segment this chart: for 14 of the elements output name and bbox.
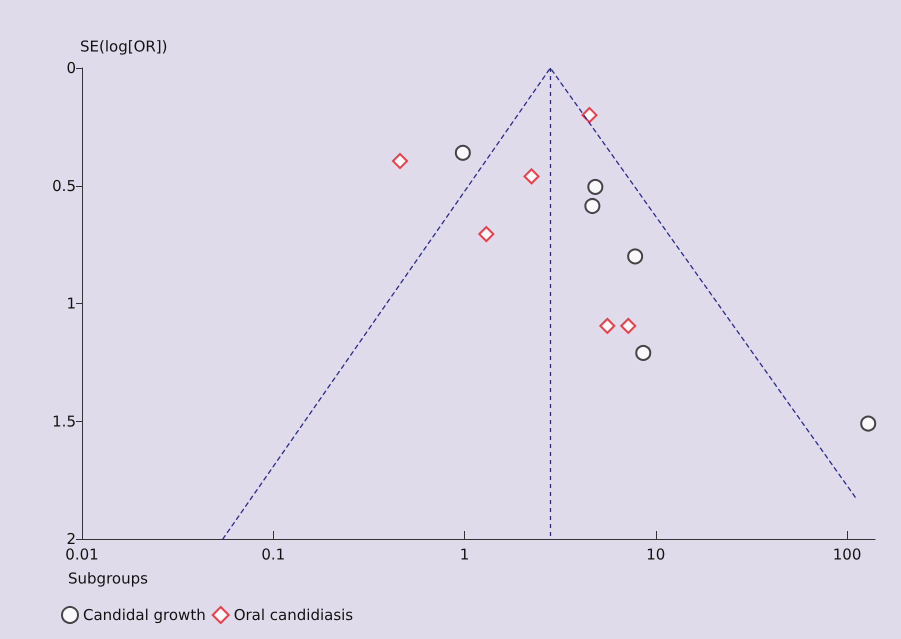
y-tick-label: 2 (66, 530, 76, 548)
y-tick-label: 0.5 (52, 176, 76, 195)
x-tick-label: 0.1 (261, 546, 286, 564)
legend-label: Oral candidiasis (234, 606, 354, 624)
x-tick-label: 10 (646, 546, 666, 564)
x-tick-label: 0.01 (65, 546, 99, 564)
y-axis-title: SE(log[OR]) (80, 38, 168, 56)
x-tick-label: 1 (460, 546, 470, 564)
y-tick-label: 1 (66, 294, 76, 312)
x-tick-label: 100 (832, 546, 862, 564)
y-tick-label: 1.5 (52, 412, 76, 430)
legend-title: Subgroups (68, 570, 148, 588)
legend-label: Candidal growth (83, 606, 206, 624)
y-tick-label: 0 (66, 59, 76, 77)
